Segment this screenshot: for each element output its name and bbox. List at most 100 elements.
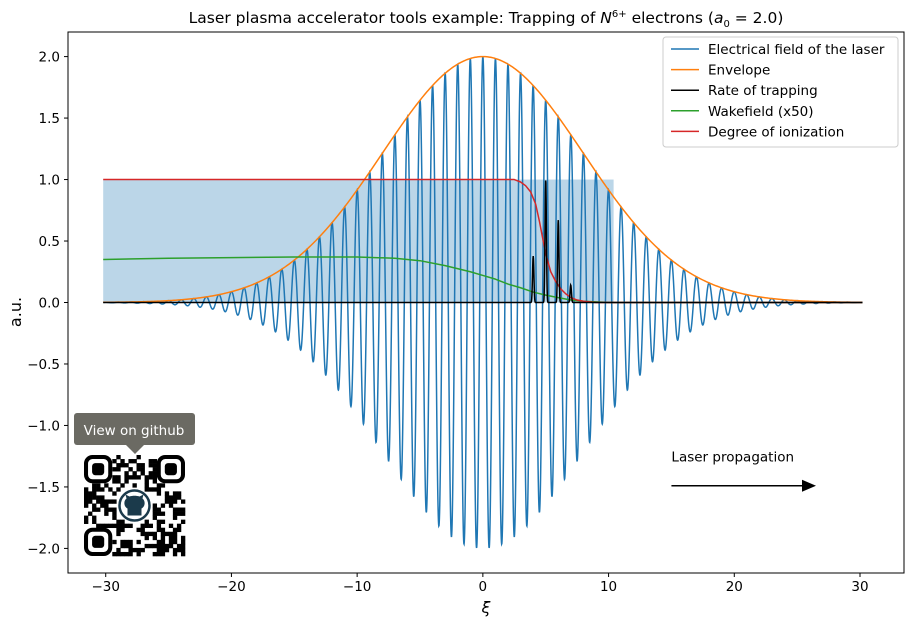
- propagation-label: Laser propagation: [671, 450, 794, 466]
- qr-module: [152, 531, 158, 537]
- qr-module: [100, 495, 105, 500]
- qr-module: [104, 507, 109, 512]
- legend-label: Wakefield (x50): [708, 104, 814, 120]
- qr-module: [152, 471, 158, 476]
- qr-module: [172, 507, 178, 512]
- qr-module: [92, 495, 97, 500]
- qr-module: [152, 543, 158, 549]
- qr-module: [148, 531, 153, 537]
- github-link-label[interactable]: View on github: [84, 423, 185, 439]
- github-tooltip-box[interactable]: [74, 413, 195, 445]
- qr-module: [112, 507, 117, 512]
- qr-module: [180, 511, 186, 516]
- qr-module: [148, 523, 153, 529]
- qr-module: [112, 491, 117, 496]
- qr-module: [156, 507, 162, 512]
- qr-module: [120, 527, 125, 533]
- qr-module: [84, 503, 89, 508]
- qr-module: [136, 475, 141, 480]
- qr-module: [116, 467, 121, 472]
- qr-module: [108, 487, 113, 492]
- qr-module: [112, 539, 117, 545]
- qr-module: [176, 547, 182, 553]
- qr-module: [92, 487, 97, 492]
- qr-module: [132, 483, 137, 488]
- qr-module: [124, 523, 129, 529]
- plot-content: [103, 55, 863, 549]
- qr-module: [172, 527, 178, 533]
- qr-module: [84, 487, 89, 492]
- qr-module: [160, 543, 166, 549]
- qr-module: [124, 463, 129, 468]
- qr-module: [124, 551, 129, 557]
- qr-module: [100, 487, 105, 492]
- qr-module: [128, 523, 133, 529]
- qr-code-github-icon[interactable]: [83, 454, 186, 557]
- legend-box: [662, 36, 899, 148]
- qr-module: [136, 463, 141, 468]
- qr-module: [100, 503, 105, 508]
- qr-module: [116, 455, 121, 460]
- qr-module: [144, 523, 149, 529]
- qr-module: [164, 531, 170, 537]
- qr-module: [96, 495, 101, 500]
- qr-module: [140, 467, 145, 472]
- qr-module: [104, 511, 109, 516]
- qr-module: [120, 551, 125, 557]
- qr-module: [92, 491, 97, 496]
- y-tick-label: 0.5: [39, 234, 60, 250]
- qr-module: [168, 495, 174, 500]
- legend-label: Envelope: [708, 63, 770, 79]
- qr-module: [136, 547, 141, 553]
- qr-module: [140, 471, 145, 476]
- series-line-envelope: [103, 55, 863, 304]
- qr-module: [160, 547, 166, 553]
- qr-module: [180, 499, 186, 504]
- qr-module: [172, 495, 178, 500]
- qr-module: [116, 479, 121, 484]
- qr-finder-ring: [156, 454, 186, 484]
- qr-module: [112, 499, 117, 504]
- qr-module: [160, 527, 166, 533]
- qr-module: [152, 503, 158, 508]
- qr-module: [108, 499, 113, 504]
- qr-module: [180, 519, 186, 524]
- x-tick-label: −20: [217, 579, 246, 595]
- qr-module: [136, 467, 141, 472]
- github-badge[interactable]: View on github: [74, 413, 195, 557]
- qr-module: [120, 523, 125, 529]
- qr-module: [112, 523, 117, 529]
- qr-module: [140, 531, 145, 537]
- qr-module: [88, 495, 93, 500]
- qr-finder-dot: [92, 463, 105, 476]
- qr-module: [92, 507, 97, 512]
- qr-module: [152, 487, 158, 492]
- qr-module: [144, 519, 149, 524]
- qr-module: [84, 519, 89, 524]
- qr-module: [116, 527, 121, 533]
- qr-module: [180, 539, 186, 545]
- qr-module: [176, 511, 182, 516]
- qr-module: [96, 483, 101, 488]
- annotation: Laser propagation: [671, 450, 816, 492]
- qr-module: [152, 511, 158, 516]
- qr-module: [176, 523, 182, 529]
- qr-module: [116, 551, 121, 557]
- qr-finder-ring: [83, 527, 113, 556]
- qr-module: [132, 475, 137, 480]
- qr-module: [176, 495, 182, 500]
- y-tick-label: −2.0: [27, 541, 60, 557]
- qr-module: [168, 531, 174, 537]
- qr-module: [92, 519, 97, 524]
- qr-module: [172, 511, 178, 516]
- qr-module: [172, 531, 178, 537]
- qr-module: [96, 507, 101, 512]
- qr-module: [164, 547, 170, 553]
- qr-module: [156, 551, 162, 557]
- qr-module: [108, 523, 113, 529]
- qr-module: [152, 475, 158, 480]
- qr-module: [152, 507, 158, 512]
- qr-module: [160, 535, 166, 541]
- qr-module: [136, 527, 141, 533]
- qr-module: [168, 523, 174, 529]
